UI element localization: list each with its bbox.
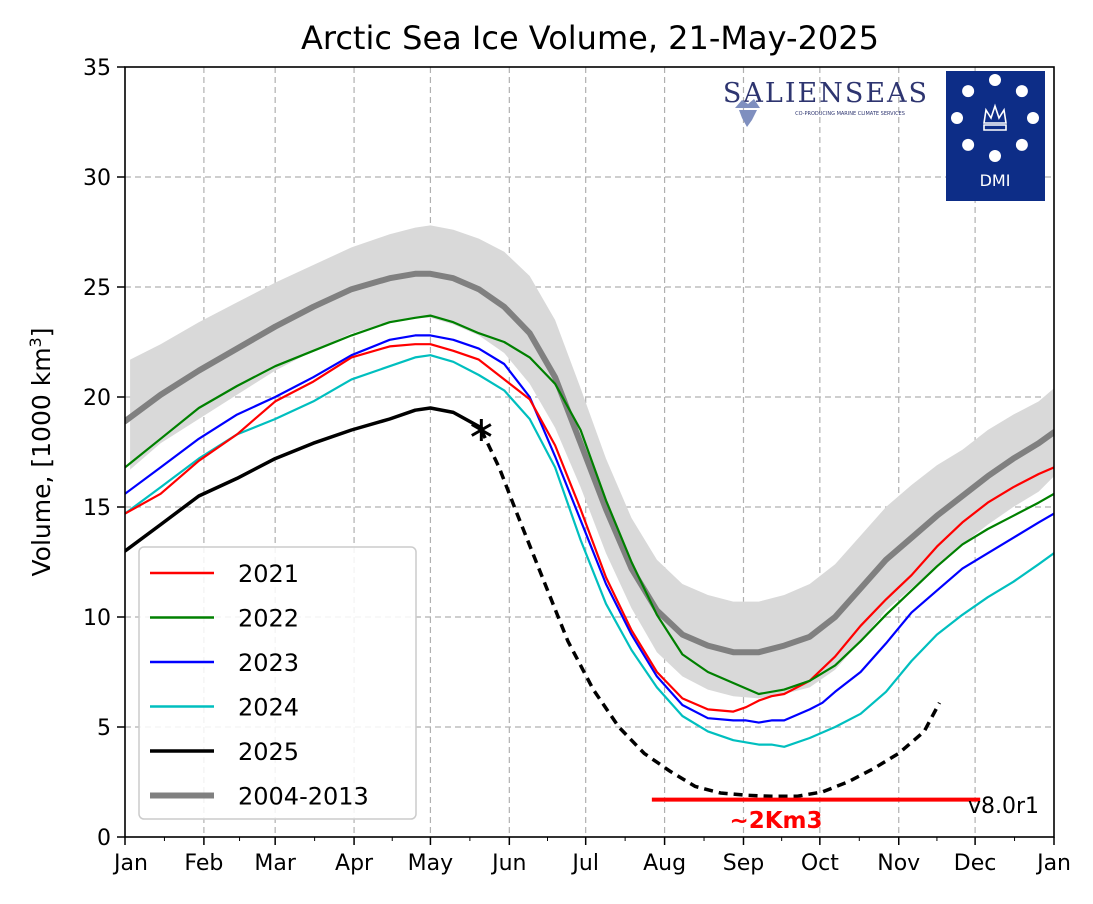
legend-label-2024: 2024 xyxy=(238,694,299,722)
dmi-logo-text: DMI xyxy=(980,171,1011,190)
forecast-line-2025 xyxy=(479,429,942,799)
dmi-dot xyxy=(962,85,975,98)
y-tick-label: 15 xyxy=(83,496,111,521)
dmi-logo-dots xyxy=(951,74,1039,162)
series-line-2024 xyxy=(125,354,1054,748)
x-tick-label: Oct xyxy=(801,851,839,876)
dmi-dot xyxy=(962,138,975,151)
current-day-marker xyxy=(471,419,492,441)
y-axis-label-main: Volume, [1000 km xyxy=(27,347,56,576)
minimum-range-label: ~2Km3 xyxy=(729,808,822,834)
legend-label-2023: 2023 xyxy=(238,649,299,677)
y-tick-label: 35 xyxy=(83,56,111,81)
series-line-2023 xyxy=(125,334,1054,724)
crown-icon xyxy=(983,103,1007,131)
series-line-2022 xyxy=(125,314,1054,696)
marker-stroke xyxy=(471,423,492,437)
legend-label-2021: 2021 xyxy=(238,560,299,588)
x-tick-label: May xyxy=(408,851,453,876)
x-tick-label: Mar xyxy=(254,851,296,876)
y-tick-label: 30 xyxy=(83,166,111,191)
x-tick-label: Jul xyxy=(570,851,599,876)
version-label: v8.0r1 xyxy=(968,794,1039,819)
x-tick-label: Apr xyxy=(335,851,374,876)
y-tick-label: 5 xyxy=(97,716,111,741)
iceberg-icon xyxy=(735,99,760,127)
x-tick-label: Nov xyxy=(877,851,920,876)
y-axis-label-superscript: 3 xyxy=(26,337,45,347)
x-tick-label: Aug xyxy=(643,851,686,876)
dmi-logo: DMI xyxy=(946,71,1045,201)
legend-items: 2021 2022 2023 2024 2025 2004-2013 xyxy=(150,560,369,811)
dmi-dot xyxy=(989,74,1001,86)
salienseas-logo-subtitle: CO-PRODUCING MARINE CLIMATE SERVICES xyxy=(795,111,905,117)
legend-label-2004-2013: 2004-2013 xyxy=(238,783,369,811)
chart-title: Arctic Sea Ice Volume, 21-May-2025 xyxy=(301,19,879,57)
legend: 2021 2022 2023 2024 2025 2004-2013 xyxy=(138,546,417,820)
x-tick-label: Jan xyxy=(112,851,148,876)
y-tick-label: 20 xyxy=(83,386,111,411)
dmi-dot xyxy=(1015,138,1028,151)
dmi-dot xyxy=(1027,112,1039,124)
y-axis-label-close: ] xyxy=(27,328,56,338)
x-tick-label: Jan xyxy=(1035,851,1071,876)
series-line-2021 xyxy=(125,343,1054,713)
x-tick-label: Feb xyxy=(184,851,223,876)
dmi-dot xyxy=(1015,85,1028,98)
plot-area xyxy=(125,225,1054,799)
y-tick-label: 10 xyxy=(83,606,111,631)
salienseas-logo: SALIENSEAS CO-PRODUCING MARINE CLIMATE S… xyxy=(723,78,927,127)
series-line-2025 xyxy=(125,406,484,553)
y-tick-label: 25 xyxy=(83,276,111,301)
series-line-2004-2013 xyxy=(125,270,1054,656)
legend-label-2025: 2025 xyxy=(238,738,299,766)
legend-label-2022: 2022 xyxy=(238,605,299,633)
dmi-dot xyxy=(951,112,963,124)
x-tick-label: Dec xyxy=(954,851,997,876)
y-axis-label: Volume, [1000 km3] xyxy=(26,328,57,577)
dmi-dot xyxy=(989,150,1001,162)
x-tick-label: Jun xyxy=(490,851,526,876)
plot-frame xyxy=(124,66,1055,838)
y-tick-label: 0 xyxy=(97,826,111,851)
annotations: ~2Km3 v8.0r1 xyxy=(471,419,1039,834)
x-tick-label: Sep xyxy=(723,851,764,876)
